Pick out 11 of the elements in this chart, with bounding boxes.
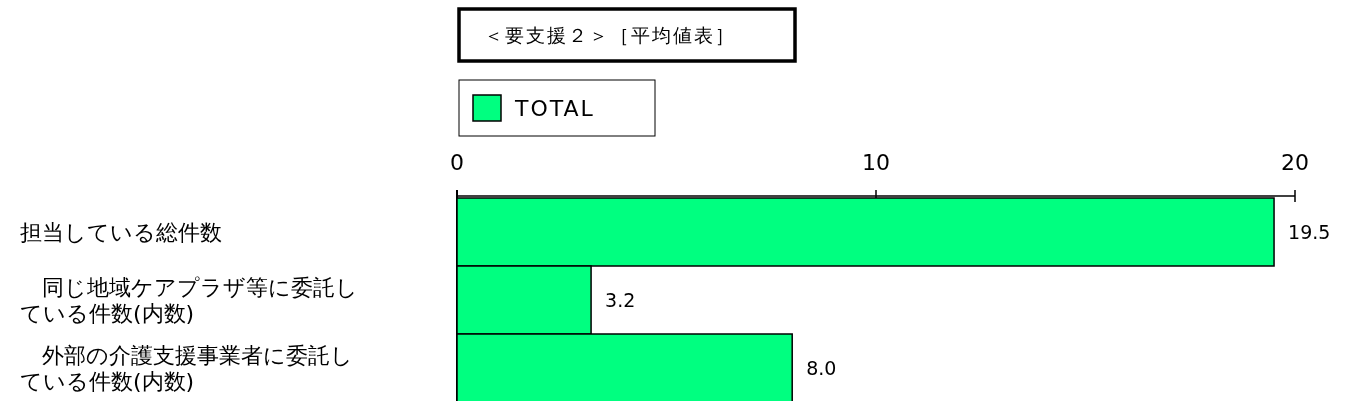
x-tick-label: 0: [450, 150, 464, 175]
y-tick-label: 担当している総件数: [20, 219, 222, 245]
text: 3.2: [605, 288, 636, 311]
x-tick-label: 20: [1281, 150, 1309, 175]
chart-title: ＜要支援２＞［平均値表］: [484, 23, 736, 46]
y-tick-label: 外部の介護支援事業者に委託している件数(内数): [20, 342, 353, 394]
x-tick-label: 10: [862, 150, 890, 175]
y-tick-label: 同じ地域ケアプラザ等に委託している件数(内数): [20, 274, 358, 326]
text: 19.5: [1288, 220, 1331, 243]
legend-label: TOTAL: [514, 95, 595, 121]
text: 8.0: [806, 356, 837, 379]
